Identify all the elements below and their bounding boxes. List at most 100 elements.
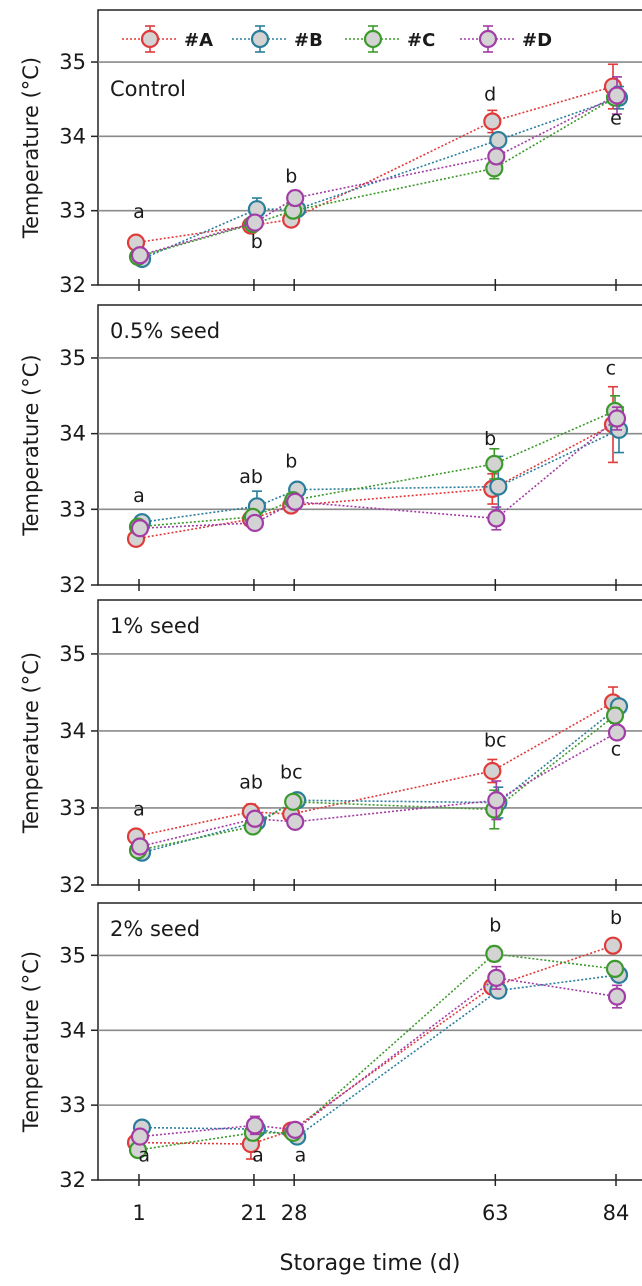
significance-label: a (252, 1144, 264, 1166)
y-tick-label: 34 (59, 719, 86, 743)
y-tick-label: 33 (59, 1093, 86, 1117)
y-tick-label: 34 (59, 422, 86, 446)
series-b (132, 697, 629, 862)
data-point (607, 723, 627, 742)
data-point (485, 944, 504, 964)
series-line (139, 731, 618, 848)
data-point (245, 1116, 265, 1135)
legend-marker (478, 29, 498, 49)
panel-4: 32 33 34 35 Temperature (°C) 2% seed a a a b b (19, 902, 642, 1192)
series-line (141, 705, 620, 854)
panel-title: Control (110, 77, 186, 101)
series-b (132, 406, 629, 532)
significance-label: a (133, 201, 145, 223)
y-tick-label: 32 (59, 1168, 86, 1192)
significance-label: b (489, 914, 501, 936)
data-point (485, 454, 504, 474)
data-point (286, 1120, 305, 1139)
data-point (245, 213, 265, 232)
data-point (130, 837, 150, 856)
panel-frame (97, 599, 642, 886)
series-a (126, 686, 623, 846)
data-point (483, 112, 502, 131)
series-line (135, 944, 614, 1145)
series-a (126, 385, 623, 548)
y-tick-label: 32 (59, 873, 86, 897)
panel-title: 1% seed (110, 614, 200, 638)
y-tick-label: 35 (59, 642, 86, 666)
significance-label: a (295, 1144, 307, 1166)
significance-label: b (285, 451, 297, 473)
significance-label: e (610, 107, 622, 129)
significance-label: a (138, 1144, 150, 1166)
panel-1: 32 33 34 35 Temperature (°C) Control a b b d e #A #B… (19, 9, 642, 297)
legend-label: #D (522, 30, 552, 51)
x-tick-label: 21 (241, 1201, 268, 1225)
legend-label: #C (407, 30, 435, 51)
data-point (605, 706, 625, 725)
data-point (130, 519, 150, 538)
series-a (126, 63, 623, 252)
data-point (607, 987, 627, 1006)
series-line (139, 94, 618, 257)
series-c (128, 395, 625, 536)
y-tick-label: 35 (59, 346, 86, 370)
data-point (487, 968, 506, 987)
y-tick-label: 33 (59, 497, 86, 521)
significance-label: c (606, 358, 616, 380)
data-point (607, 86, 627, 105)
data-point (130, 1127, 150, 1146)
significance-label: b (251, 231, 263, 253)
legend-label: #B (294, 30, 323, 51)
significance-label: b (285, 165, 297, 187)
data-point (489, 130, 508, 150)
significance-label: ab (239, 466, 263, 488)
significance-label: b (610, 907, 622, 929)
series-line (137, 953, 616, 1151)
significance-label: c (611, 739, 621, 761)
data-point (605, 959, 625, 978)
y-tick-label: 35 (59, 50, 86, 74)
data-point (487, 509, 506, 528)
x-tick-label: 28 (281, 1201, 308, 1225)
data-point (487, 791, 506, 810)
series-d (130, 406, 627, 538)
series-b (132, 85, 629, 269)
y-axis-label: Temperature (°C) (19, 57, 43, 239)
y-tick-label: 34 (59, 1018, 86, 1042)
data-point (286, 188, 305, 208)
significance-label: b (484, 428, 496, 450)
series-line (139, 417, 618, 530)
y-axis-label: Temperature (°C) (19, 354, 43, 536)
series-line (135, 85, 614, 244)
data-point (245, 809, 265, 828)
data-point (483, 761, 502, 781)
data-point (487, 147, 506, 166)
y-tick-label: 35 (59, 943, 86, 967)
panel-title: 2% seed (110, 917, 200, 941)
series-line (141, 429, 620, 523)
series-line (137, 714, 616, 852)
x-axis-label: Storage time (d) (280, 1251, 461, 1276)
series-line (135, 701, 614, 838)
significance-label: d (484, 84, 496, 106)
data-point (245, 513, 265, 533)
legend-marker (140, 29, 160, 49)
significance-label: a (133, 485, 145, 507)
legend-marker (363, 29, 383, 49)
legend-label: #A (184, 30, 213, 51)
series-a (126, 936, 623, 1160)
series-d (130, 723, 627, 856)
significance-label: a (133, 799, 145, 821)
y-tick-label: 34 (59, 124, 86, 148)
x-tick-label: 63 (482, 1201, 509, 1225)
series-line (141, 974, 620, 1138)
series-c (128, 944, 625, 1160)
legend-marker (250, 29, 270, 49)
y-axis-label: Temperature (°C) (19, 951, 43, 1133)
x-tick-label: 1 (132, 1201, 145, 1225)
y-tick-label: 32 (59, 573, 86, 597)
